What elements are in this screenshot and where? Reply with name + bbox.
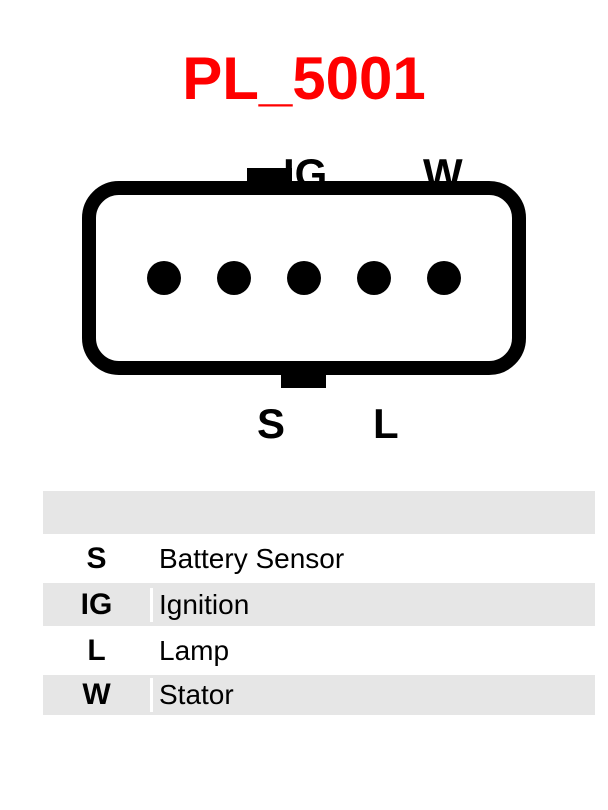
pin-label-w: W [423, 150, 463, 198]
legend-code: L [43, 634, 153, 668]
connector-pin [357, 261, 391, 295]
legend-code: IG [43, 588, 153, 622]
pin-label-s: S [257, 400, 285, 448]
table-row [43, 488, 595, 534]
connector-diagram: IG W S L [69, 158, 539, 398]
connector-pin [147, 261, 181, 295]
pin-label-ig: IG [283, 150, 327, 198]
legend-desc: Lamp [153, 635, 595, 667]
table-row: W Stator [43, 672, 595, 718]
pin-label-l: L [373, 400, 399, 448]
connector-pin [427, 261, 461, 295]
table-row: L Lamp [43, 626, 595, 672]
legend-desc: Ignition [153, 589, 595, 621]
connector-pin [217, 261, 251, 295]
legend-table: S Battery Sensor IG Ignition L Lamp W St… [43, 488, 595, 718]
legend-code: S [43, 542, 153, 576]
page-root: PL_5001 IG W S L S Batter [0, 0, 608, 810]
legend-desc: Battery Sensor [153, 543, 595, 575]
table-row: S Battery Sensor [43, 534, 595, 580]
connector-tab-bottom [281, 363, 326, 388]
legend-desc: Stator [153, 679, 595, 711]
table-row: IG Ignition [43, 580, 595, 626]
legend-code: W [43, 678, 153, 712]
part-number-title: PL_5001 [0, 44, 608, 113]
connector-pin [287, 261, 321, 295]
